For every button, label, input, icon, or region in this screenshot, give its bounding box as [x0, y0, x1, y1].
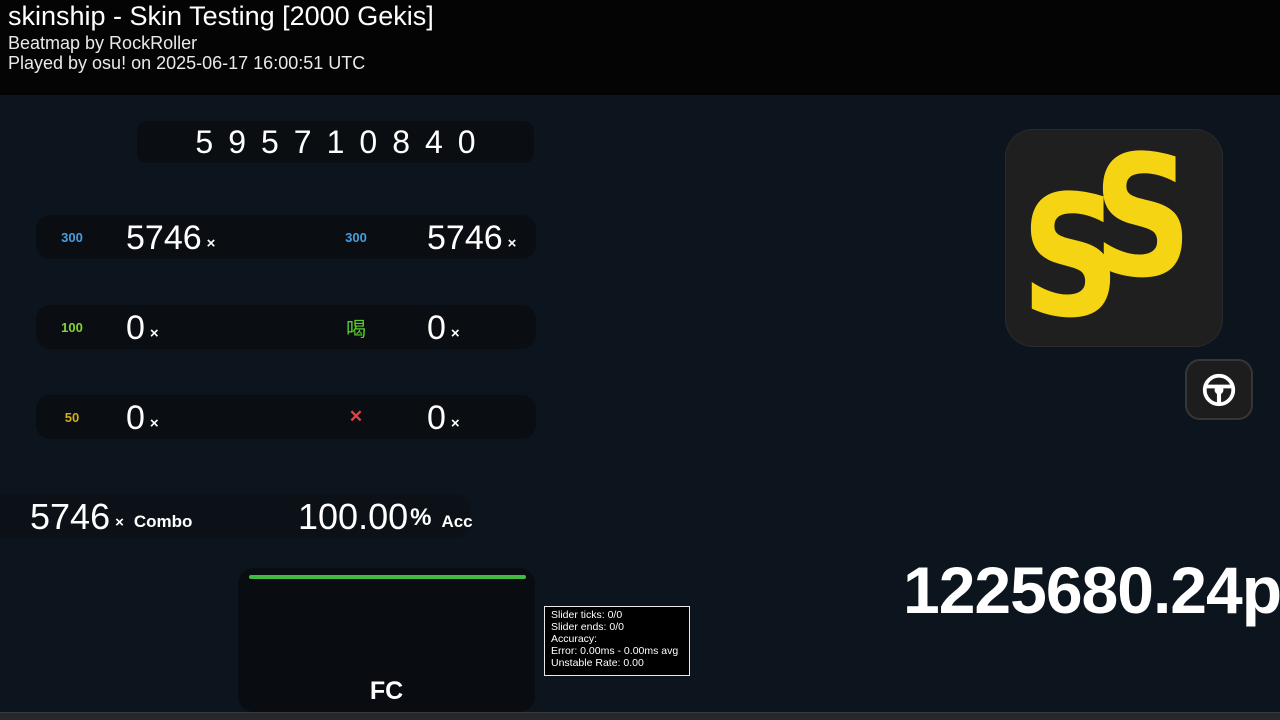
beatmap-author: Beatmap by RockRoller [8, 33, 198, 53]
fc-indicator: FC [369, 677, 404, 705]
rank-letter-s: S [1093, 129, 1193, 315]
tooltip-error: Error: 0.00ms - 0.00ms avg [551, 645, 679, 657]
geki-label: 300 [345, 229, 367, 245]
miss-count: 0 × [427, 399, 460, 437]
bottom-progress-bar [0, 712, 1280, 720]
total-score-panel: 595710840 [137, 121, 534, 163]
hit100-label: 100 [61, 319, 83, 335]
judgement-row-100: 100 0 × 喝 0 × [36, 305, 536, 349]
total-score-value: 595710840 [195, 124, 491, 160]
katu-count: 0 × [427, 309, 460, 347]
times-icon: × [206, 235, 216, 252]
played-by-line: Played by osu! on 2025-06-17 16:00:51 UT… [8, 53, 366, 73]
judgement-row-50: 50 0 × ✕ 0 × [36, 395, 536, 439]
accuracy-value: 100.00 [298, 496, 409, 537]
steering-wheel-icon [1202, 373, 1236, 406]
times-icon: × [450, 415, 460, 432]
combo-label: Combo [133, 512, 193, 531]
hit50-count: 0 × [126, 399, 159, 437]
header-bar: skinship - Skin Testing [2000 Gekis] Bea… [0, 0, 1280, 95]
combo-acc-bar: 5746 × Combo 100.00 % Acc [0, 494, 473, 538]
tooltip-accuracy: Accuracy: [551, 633, 598, 645]
times-icon: × [149, 325, 159, 342]
accuracy-group: 100.00 % Acc [298, 494, 473, 538]
hit300-label: 300 [61, 229, 83, 245]
accuracy-label: Acc [441, 512, 473, 531]
geki-count: 5746 × [427, 219, 517, 257]
hit100-count: 0 × [126, 309, 159, 347]
beatmap-title: skinship - Skin Testing [2000 Gekis] [8, 1, 434, 31]
combo-group: 5746 × Combo [30, 494, 192, 538]
pp-value: 1225680.24pp [903, 553, 1280, 627]
hit300-count: 5746 × [126, 219, 216, 257]
judgement-row-300: 300 5746 × 300 5746 × [36, 215, 536, 259]
miss-icon: ✕ [348, 407, 364, 426]
percent-sign: % [410, 504, 432, 531]
times-icon: × [115, 514, 124, 531]
hit-error-panel[interactable]: FC [238, 568, 535, 712]
times-icon: × [450, 325, 460, 342]
katu-icon: 喝 [346, 318, 366, 341]
tooltip-unstable-rate: Unstable Rate: 0.00 [551, 657, 644, 669]
rank-badge-ss: S S [1005, 129, 1223, 347]
tooltip-slider-ends: Slider ends: 0/0 [551, 621, 624, 633]
stats-tooltip: Slider ticks: 0/0 Slider ends: 0/0 Accur… [544, 606, 690, 676]
combo-value: 5746 [30, 496, 111, 537]
times-icon: × [507, 235, 517, 252]
mod-badge-autopilot[interactable] [1185, 359, 1253, 420]
hit50-label: 50 [64, 409, 80, 425]
tooltip-slider-ticks: Slider ticks: 0/0 [551, 610, 623, 621]
hit-error-bar [249, 575, 526, 579]
times-icon: × [149, 415, 159, 432]
rank-letter-s: S [1021, 159, 1121, 347]
